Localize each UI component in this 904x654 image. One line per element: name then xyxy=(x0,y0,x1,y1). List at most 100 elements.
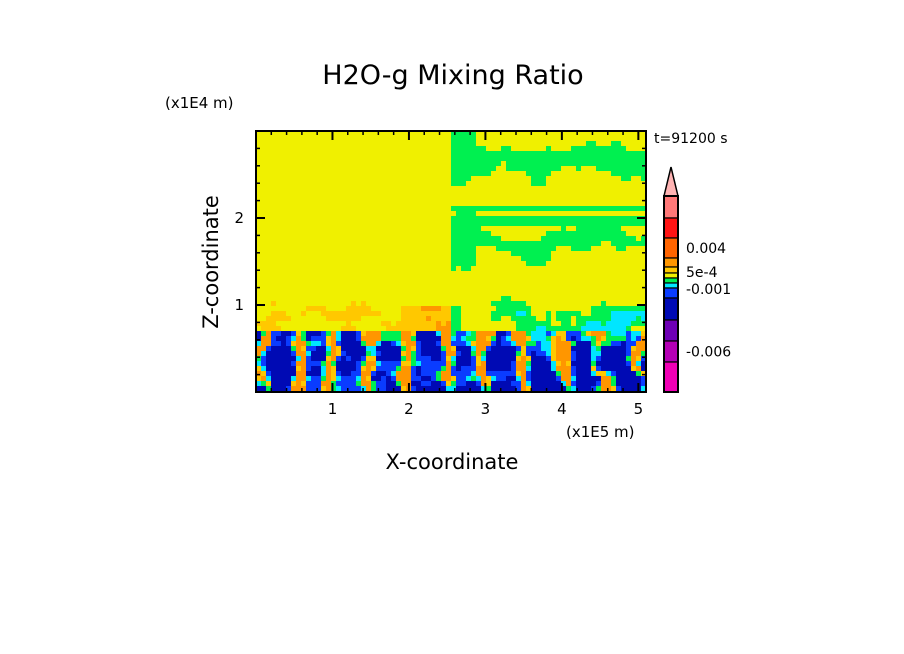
contour-cell xyxy=(266,326,272,332)
contour-cell xyxy=(416,281,422,287)
contour-cell xyxy=(331,171,337,177)
contour-cell xyxy=(601,251,607,257)
contour-cell xyxy=(611,171,617,177)
contour-cell xyxy=(591,136,597,142)
contour-cell xyxy=(551,236,557,242)
contour-cell xyxy=(401,191,407,197)
contour-cell xyxy=(361,261,367,267)
contour-cell xyxy=(406,376,412,382)
contour-cell xyxy=(286,241,292,247)
contour-cell xyxy=(431,296,437,302)
contour-cell xyxy=(346,211,352,217)
chart-title: H2O-g Mixing Ratio xyxy=(322,60,583,91)
contour-cell xyxy=(361,301,367,307)
contour-cell xyxy=(606,141,612,147)
contour-cell xyxy=(521,241,527,247)
contour-cell xyxy=(266,161,272,167)
contour-cell xyxy=(536,281,542,287)
contour-cell xyxy=(351,296,357,302)
contour-cell xyxy=(416,311,422,317)
contour-cell xyxy=(491,346,497,352)
contour-cell xyxy=(441,286,447,292)
contour-cell xyxy=(321,381,327,387)
contour-cell xyxy=(376,236,382,242)
contour-cell xyxy=(296,206,302,212)
contour-cell xyxy=(511,226,517,232)
contour-cell xyxy=(266,386,272,392)
contour-cell xyxy=(276,221,282,227)
contour-cell xyxy=(306,386,312,392)
contour-cell xyxy=(526,291,532,297)
contour-cell xyxy=(321,261,327,267)
contour-cell xyxy=(361,351,367,357)
contour-cell xyxy=(641,231,647,237)
contour-cell xyxy=(361,241,367,247)
contour-cell xyxy=(486,211,492,217)
contour-cell xyxy=(506,156,512,162)
contour-cell xyxy=(386,186,392,192)
contour-cell xyxy=(381,271,387,277)
contour-cell xyxy=(436,136,442,142)
contour-cell xyxy=(386,311,392,317)
contour-cell xyxy=(546,166,552,172)
contour-cell xyxy=(421,371,427,377)
contour-cell xyxy=(426,176,432,182)
contour-cell xyxy=(256,271,262,277)
contour-cell xyxy=(341,186,347,192)
contour-cell xyxy=(351,206,357,212)
contour-cell xyxy=(541,386,547,392)
contour-cell xyxy=(406,361,412,367)
contour-cell xyxy=(406,166,412,172)
contour-cell xyxy=(631,261,637,267)
contour-cell xyxy=(526,151,532,157)
contour-cell xyxy=(421,361,427,367)
contour-cell xyxy=(481,141,487,147)
contour-cell xyxy=(631,161,637,167)
contour-cell xyxy=(271,311,277,317)
contour-cell xyxy=(281,266,287,272)
contour-cell xyxy=(296,236,302,242)
contour-cell xyxy=(321,356,327,362)
contour-cell xyxy=(326,366,332,372)
contour-cell xyxy=(271,291,277,297)
contour-cell xyxy=(271,166,277,172)
contour-cell xyxy=(301,326,307,332)
contour-cell xyxy=(361,316,367,322)
contour-cell xyxy=(266,176,272,182)
contour-cell xyxy=(271,376,277,382)
contour-cell xyxy=(381,186,387,192)
contour-cell xyxy=(401,286,407,292)
contour-cell xyxy=(401,246,407,252)
contour-cell xyxy=(601,291,607,297)
contour-cell xyxy=(576,191,582,197)
contour-cell xyxy=(281,371,287,377)
contour-cell xyxy=(626,231,632,237)
contour-cell xyxy=(386,236,392,242)
contour-cell xyxy=(416,201,422,207)
contour-cell xyxy=(411,266,417,272)
contour-cell xyxy=(351,286,357,292)
contour-cell xyxy=(496,161,502,167)
contour-cell xyxy=(621,156,627,162)
contour-cell xyxy=(511,366,517,372)
contour-cell xyxy=(516,381,522,387)
contour-cell xyxy=(596,191,602,197)
contour-cell xyxy=(621,181,627,187)
contour-cell xyxy=(366,221,372,227)
contour-cell xyxy=(311,221,317,227)
contour-cell xyxy=(606,176,612,182)
contour-cell xyxy=(361,336,367,342)
contour-cell xyxy=(396,386,402,392)
contour-cell xyxy=(326,241,332,247)
contour-cell xyxy=(291,311,297,317)
contour-cell xyxy=(406,371,412,377)
contour-cell xyxy=(551,381,557,387)
contour-cell xyxy=(591,346,597,352)
contour-cell xyxy=(311,291,317,297)
contour-cell xyxy=(596,216,602,222)
contour-cell xyxy=(566,286,572,292)
contour-cell xyxy=(331,271,337,277)
contour-cell xyxy=(341,196,347,202)
contour-cell xyxy=(566,141,572,147)
contour-cell xyxy=(281,166,287,172)
